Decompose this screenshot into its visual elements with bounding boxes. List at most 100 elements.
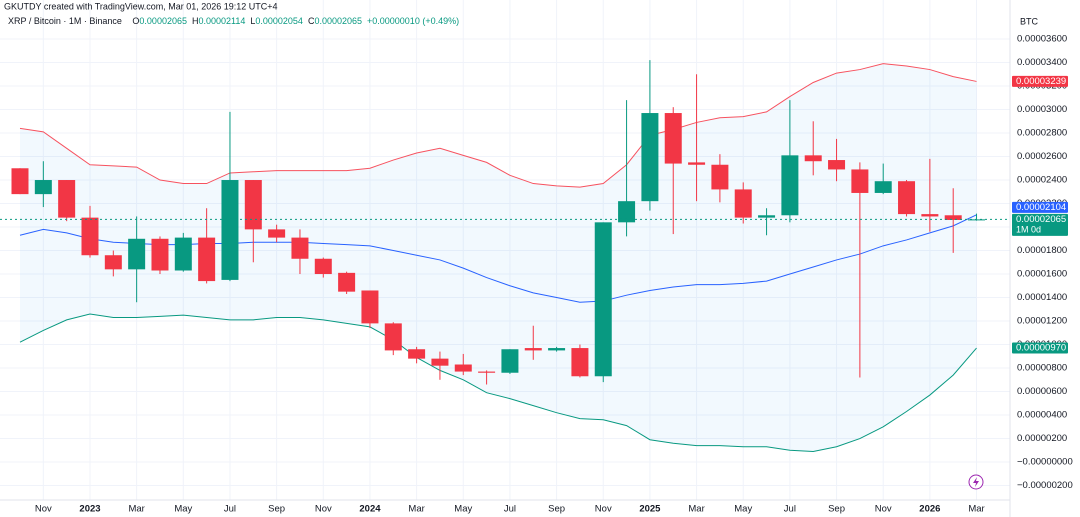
x-tick-label: May (454, 504, 472, 515)
band-line (19, 313, 977, 452)
candle-body (524, 348, 542, 351)
ohlc-key: L (250, 16, 255, 26)
candle-body (361, 290, 379, 324)
candle-body (828, 160, 846, 170)
x-tick-label: Mar (688, 504, 704, 515)
candle-body (944, 215, 962, 220)
x-tick-label: Mar (408, 504, 424, 515)
candle-body (58, 180, 76, 218)
candle-body (781, 155, 799, 216)
candle-body (664, 113, 682, 164)
candle-body (851, 169, 869, 193)
candle-body (711, 164, 729, 190)
x-tick-label: May (734, 504, 752, 515)
y-tick-label: 0.00000600 (1017, 386, 1067, 397)
ohlc-value: 0.00002065 (139, 16, 187, 26)
x-tick-label: Nov (35, 504, 52, 515)
candle-body (641, 113, 659, 202)
y-tick-label: 0.00000400 (1017, 410, 1067, 421)
change: +0.00000010 (+0.49%) (367, 16, 459, 26)
x-tick-label: 2025 (639, 504, 661, 515)
x-tick-label: 2026 (919, 504, 940, 515)
candle-body (758, 215, 776, 218)
x-tick-label: Sep (548, 504, 565, 515)
y-tick-label: 0.00003400 (1017, 57, 1067, 68)
x-tick-label: Mar (128, 504, 144, 515)
candle-body (384, 323, 402, 351)
legend: XRP / Bitcoin · 1M · Binance O0.00002065… (8, 16, 459, 26)
candle-body (314, 258, 332, 275)
candle-body (921, 214, 939, 217)
price-badge (1012, 75, 1068, 87)
x-tick-label: May (174, 504, 192, 515)
candle-body (244, 180, 262, 230)
candle-body (338, 272, 356, 292)
y-tick-label: 0.00000200 (1017, 433, 1067, 444)
band-fill (20, 63, 977, 452)
price-badge (1012, 201, 1068, 213)
band-line (19, 63, 977, 188)
price-badge (1012, 342, 1068, 354)
candle-body (81, 217, 99, 256)
candle-body (594, 222, 612, 377)
ohlc-value: 0.00002054 (255, 16, 303, 26)
y-tick-label: 0.00001400 (1017, 292, 1067, 303)
x-tick-label: 2024 (359, 504, 381, 515)
x-tick-label: Sep (828, 504, 845, 515)
credit: GKUTDY created with TradingView.com, Mar… (4, 1, 278, 11)
x-tick-label: Nov (315, 504, 332, 515)
candle-body (291, 237, 309, 259)
x-tick-label: 2023 (79, 504, 100, 515)
y-tick-label: 0.00003600 (1017, 34, 1067, 45)
candle-body (34, 180, 52, 195)
alert-icon-bolt (973, 477, 979, 487)
candle-body (268, 229, 286, 238)
candle-body (688, 162, 706, 165)
ohlc-value: 0.00002114 (198, 16, 245, 26)
candle-body (454, 364, 472, 372)
ohlc-key: O (132, 16, 139, 26)
x-tick-label: Nov (595, 504, 612, 515)
candle-body (104, 255, 122, 270)
candle-body (221, 180, 239, 280)
price-badge-sub: 1M 0d (1016, 224, 1041, 234)
y-tick-label: −0.00000200 (1017, 480, 1073, 491)
candle-body (478, 371, 496, 373)
x-tick-label: Mar (968, 504, 984, 515)
price-badge-label: 0.00003239 (1016, 76, 1066, 87)
y-tick-label: 0.00001600 (1017, 269, 1067, 280)
x-tick-label: Jul (784, 504, 796, 515)
ohlc-key: C (308, 16, 315, 26)
y-tick-label: 0.00001200 (1017, 316, 1067, 327)
price-badge-label: 0.00002065 (1016, 214, 1066, 225)
candle-body (128, 238, 146, 270)
candle-body (571, 348, 589, 377)
candle-body (874, 181, 892, 193)
candle-body (198, 237, 216, 282)
y-tick-label: 0.00002600 (1017, 151, 1067, 162)
y-tick-label: 0.00000800 (1017, 363, 1067, 374)
price-badge-label: 0.00000970 (1016, 343, 1066, 354)
candle-body (408, 349, 426, 359)
y-tick-label: 0.00002800 (1017, 128, 1067, 139)
candle-body (804, 155, 822, 162)
candle-body (898, 181, 916, 215)
price-badge-label: 0.00002104 (1016, 202, 1066, 213)
candle-body (501, 349, 519, 373)
x-tick-label: Sep (268, 504, 285, 515)
ohlc-key: H (192, 16, 199, 26)
y-tick-label: 0.00003000 (1017, 104, 1067, 115)
currency: BTC (1020, 16, 1039, 26)
symbol: XRP / Bitcoin · 1M · Binance (8, 16, 122, 26)
x-tick-label: Nov (875, 504, 892, 515)
candle-body (174, 237, 192, 271)
candle-body (618, 201, 636, 223)
candle-body (734, 189, 752, 218)
plot (11, 60, 986, 452)
candle-body (11, 168, 29, 195)
price-badge (1012, 213, 1068, 236)
y-tick-label: 0.00001800 (1017, 245, 1067, 256)
ohlc-value: 0.00002065 (314, 16, 362, 26)
x-tick-label: Jul (224, 504, 236, 515)
